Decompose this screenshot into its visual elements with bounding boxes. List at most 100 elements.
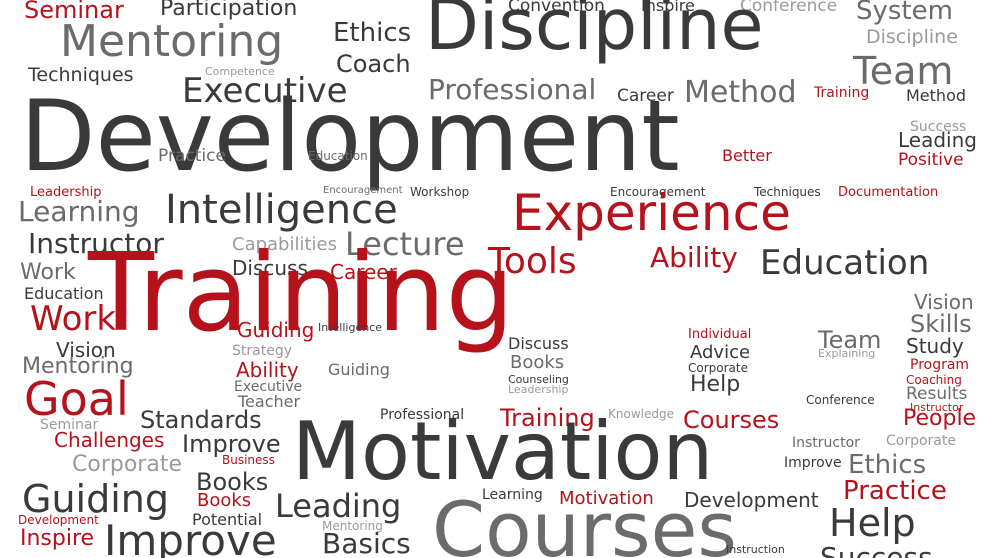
word-skills: Skills	[910, 310, 972, 338]
word-study: Study	[906, 334, 964, 358]
word-work-red: Work	[30, 299, 117, 339]
word-business: Business	[222, 453, 275, 467]
word-instructor-red: Instructor	[910, 401, 964, 414]
word-conference-2: Conference	[806, 393, 875, 407]
word-training-large: Training	[88, 231, 515, 356]
word-ability: Ability	[650, 241, 738, 274]
word-participation: Participation	[160, 0, 298, 21]
word-workshop: Workshop	[410, 185, 470, 199]
word-professional: Professional	[428, 73, 597, 106]
word-leadership: Leadership	[30, 185, 102, 200]
word-mentoring-3: Mentoring	[322, 519, 383, 533]
word-seminar-2: Seminar	[40, 417, 99, 433]
word-guiding-2: Guiding	[328, 360, 390, 379]
word-improve-2: Improve	[784, 455, 842, 471]
word-team-2: Team	[818, 326, 882, 354]
word-practice-2: Practice	[843, 476, 947, 506]
word-inspire: Inspire	[641, 0, 695, 15]
word-success: Success	[910, 119, 967, 135]
word-mentoring-2: Mentoring	[22, 354, 134, 379]
word-results: Results	[906, 384, 968, 404]
word-teacher: Teacher	[238, 392, 301, 411]
word-education: Education	[308, 149, 368, 163]
word-training-small: Training	[814, 85, 870, 101]
word-vision: Vision	[914, 290, 974, 314]
word-capabilities: Capabilities	[232, 234, 337, 255]
word-executive: Executive	[182, 71, 348, 111]
word-potential: Potential	[192, 510, 263, 529]
word-help-2: Help	[829, 501, 916, 545]
word-lecture: Lecture	[345, 225, 465, 263]
word-development-large: Development	[20, 80, 680, 194]
word-discipline-small: Discipline	[866, 26, 958, 48]
word-help: Help	[690, 372, 741, 397]
word-method-small: Method	[906, 86, 967, 105]
word-techniques-2: Techniques	[754, 185, 821, 199]
word-challenges: Challenges	[54, 428, 165, 452]
word-leadership-2: Leadership	[508, 383, 569, 396]
word-corporate-2: Corporate	[886, 433, 956, 449]
word-courses: Courses	[683, 406, 780, 434]
word-documentation: Documentation	[838, 185, 939, 200]
word-corporate-3: Corporate	[72, 452, 182, 477]
word-experience: Experience	[512, 184, 791, 242]
word-guiding: Guiding	[237, 318, 315, 342]
word-education-2: Education	[760, 243, 930, 283]
word-instructor-2: Instructor	[792, 435, 860, 451]
word-program: Program	[910, 357, 970, 373]
word-development-2: Development	[684, 488, 819, 512]
word-improve-3: Improve	[104, 516, 277, 558]
word-method: Method	[684, 75, 797, 110]
word-leading-2: Leading	[275, 487, 402, 525]
word-individual: Individual	[688, 327, 752, 342]
word-ethics-2: Ethics	[848, 450, 927, 480]
word-career: Career	[617, 86, 674, 106]
word-learning: Learning	[18, 195, 140, 228]
word-leading: Leading	[898, 128, 977, 152]
word-coaching: Coaching	[906, 373, 962, 387]
word-books-2: Books	[196, 468, 269, 496]
word-knowledge: Knowledge	[608, 407, 674, 421]
word-discipline-large: Discipline	[425, 0, 764, 66]
word-inspire-2: Inspire	[20, 526, 95, 551]
word-techniques: Techniques	[28, 64, 134, 86]
word-basics: Basics	[322, 527, 411, 558]
word-practice: Practice	[158, 146, 226, 166]
word-system: System	[856, 0, 953, 26]
word-improve: Improve	[182, 430, 281, 458]
word-encouragement-2: Encouragement	[610, 185, 706, 199]
word-ethics: Ethics	[333, 18, 412, 48]
word-encouragement: Encouragement	[323, 185, 403, 196]
word-books-3: Books	[197, 490, 252, 511]
word-mentoring: Mentoring	[60, 16, 284, 67]
word-career-2: Career	[330, 260, 397, 284]
word-intelligence-small: Intelligence	[318, 321, 383, 334]
word-intelligence: Intelligence	[165, 187, 398, 233]
word-positive: Positive	[898, 150, 964, 170]
word-advice: Advice	[690, 342, 751, 363]
word-better: Better	[722, 146, 772, 165]
word-tools: Tools	[488, 241, 577, 282]
word-convention: Convention	[508, 0, 605, 16]
word-corporate: Corporate	[688, 361, 748, 375]
word-education-3: Education	[24, 284, 104, 303]
word-success-2: Success	[820, 541, 933, 558]
word-learning-2: Learning	[482, 487, 543, 503]
word-motivation-red: Motivation	[559, 488, 654, 509]
word-counseling: Counseling	[508, 373, 569, 386]
word-books: Books	[510, 352, 565, 373]
word-explaining: Explaining	[818, 347, 876, 360]
word-competence: Competence	[205, 65, 275, 78]
word-discuss: Discuss	[232, 256, 308, 280]
word-conference: Conference	[740, 0, 838, 16]
word-motivation-large: Motivation	[292, 405, 714, 498]
word-coach: Coach	[336, 50, 411, 78]
word-training-3: Training	[500, 404, 595, 432]
word-courses-large: Courses	[432, 485, 737, 558]
word-ability-2: Ability	[236, 358, 299, 382]
word-professional-2: Professional	[380, 407, 465, 423]
word-people: People	[903, 406, 977, 431]
word-instruction: Instruction	[726, 543, 785, 556]
word-seminar: Seminar	[24, 0, 124, 24]
